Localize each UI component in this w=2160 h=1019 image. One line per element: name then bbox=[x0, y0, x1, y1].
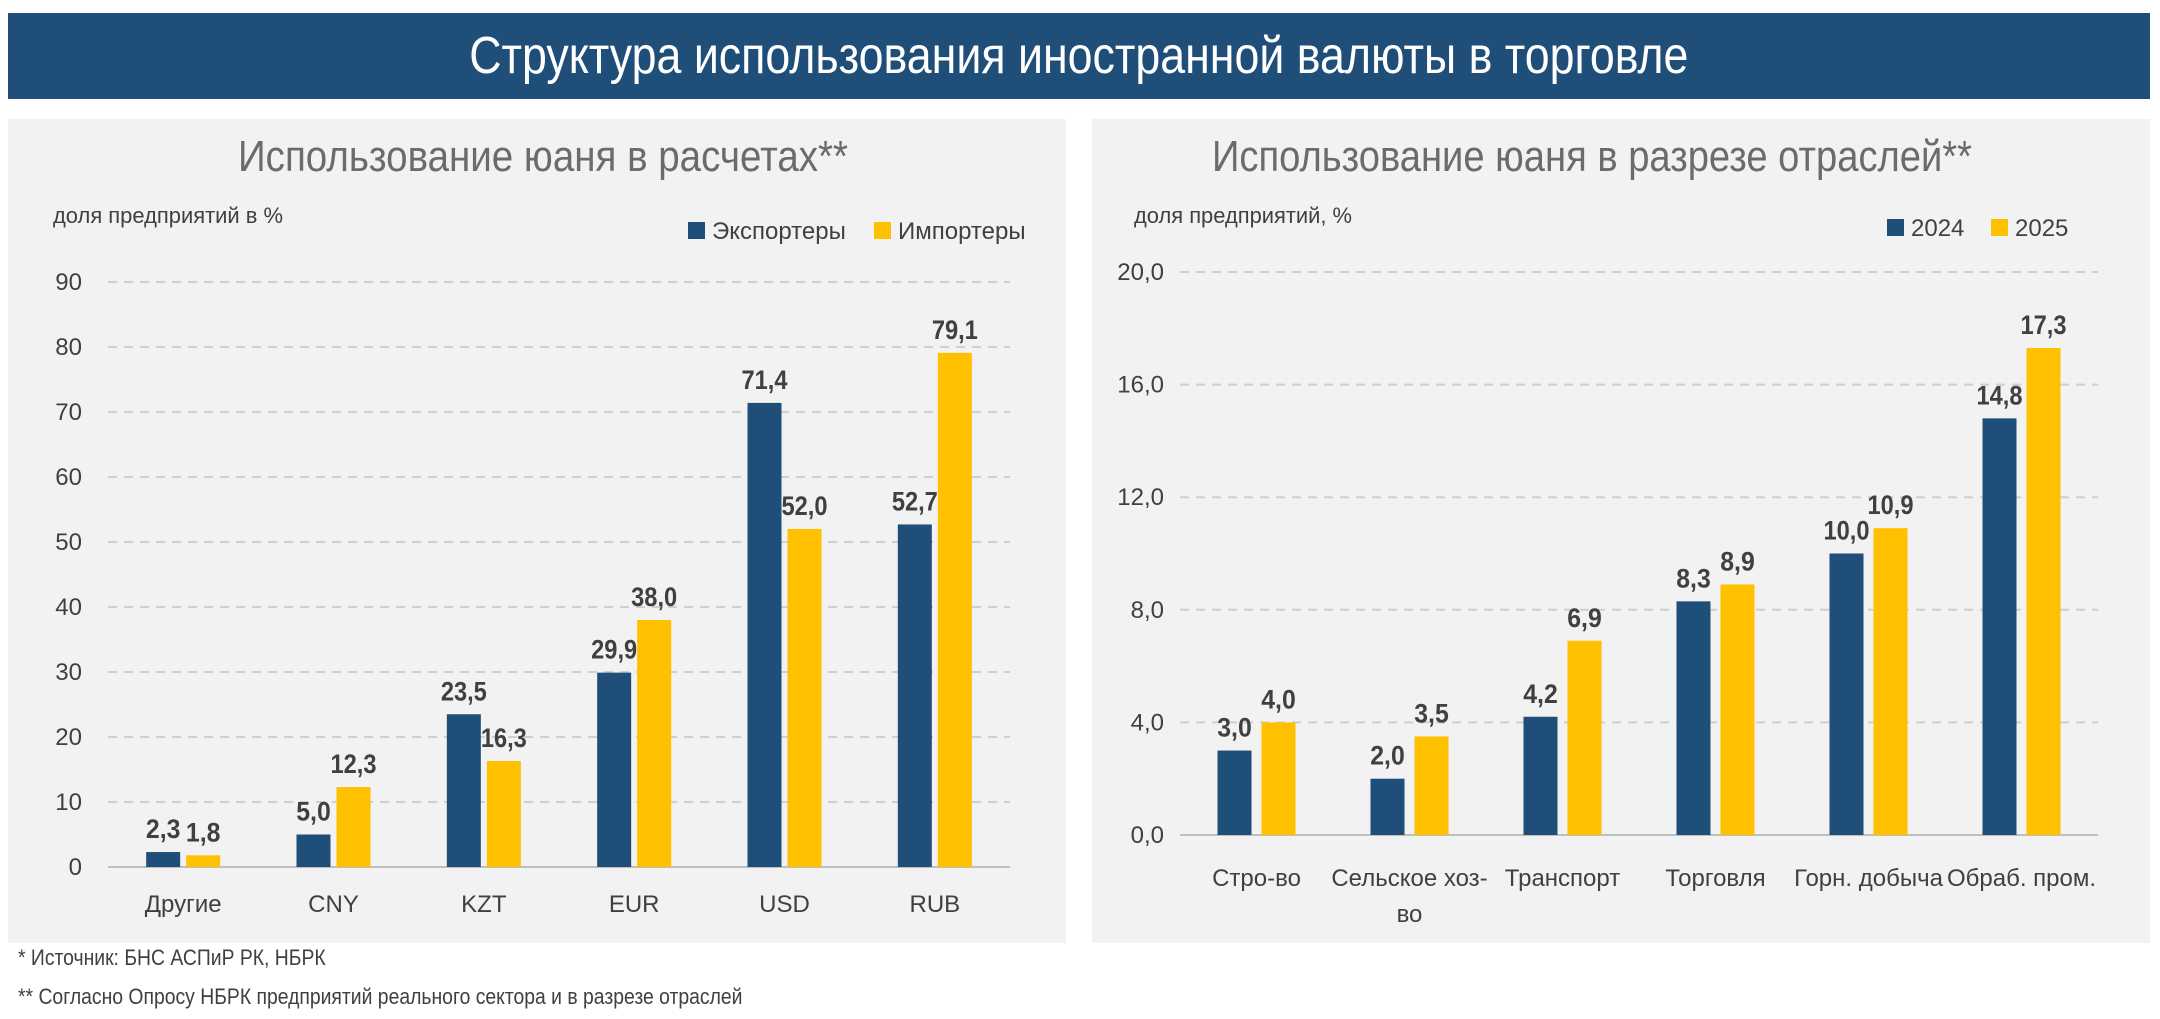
y-tick-label: 0 bbox=[69, 854, 82, 881]
bar-Торговля-2025 bbox=[1720, 584, 1755, 835]
x-tick-label: Обраб. пром. bbox=[1947, 865, 2096, 892]
bar-Транспорт-2024 bbox=[1523, 716, 1558, 835]
legend-swatch bbox=[688, 222, 705, 239]
data-label: 17,3 bbox=[2021, 310, 2067, 340]
y-tick-label: 60 bbox=[55, 464, 82, 491]
data-label: 16,3 bbox=[481, 723, 527, 753]
data-label: 3,0 bbox=[1217, 713, 1252, 743]
y-tick-label: 16,0 bbox=[1117, 372, 1164, 399]
bar-Горн. добыча-2025 bbox=[1873, 528, 1908, 835]
y-tick-label: 10 bbox=[55, 789, 82, 816]
legend-swatch bbox=[1887, 219, 1904, 236]
x-tick-label: Горн. добыча bbox=[1794, 865, 1944, 892]
y-axis-label: доля предприятий в % bbox=[53, 203, 283, 228]
data-label: 79,1 bbox=[932, 315, 978, 345]
y-tick-label: 50 bbox=[55, 529, 82, 556]
data-label: 8,9 bbox=[1720, 546, 1755, 576]
x-tick-label-line: во bbox=[1397, 901, 1423, 928]
bar-Другие-Экспортеры bbox=[146, 852, 181, 867]
footnote-survey: ** Согласно Опросу НБРК предприятий реал… bbox=[18, 984, 743, 1009]
data-label: 29,9 bbox=[591, 635, 637, 665]
x-tick-label: Другие bbox=[145, 891, 222, 918]
legend-label-1: Экспортеры bbox=[712, 218, 846, 245]
legend-label-2: Импортеры bbox=[898, 218, 1026, 245]
data-label: 12,3 bbox=[331, 749, 377, 779]
x-tick-label: Сельское хоз-во bbox=[1331, 865, 1487, 928]
data-label: 3,5 bbox=[1414, 698, 1449, 728]
chart-svg: Использование юаня в разрезе отраслей** д… bbox=[1117, 132, 2098, 928]
chart-title: Использование юаня в разрезе отраслей** bbox=[1212, 132, 1972, 181]
bar-Горн. добыча-2024 bbox=[1829, 553, 1864, 835]
bar-Обраб. пром.-2025 bbox=[2026, 348, 2061, 835]
y-tick-label: 12,0 bbox=[1117, 484, 1164, 511]
x-tick-label: RUB bbox=[909, 891, 960, 918]
x-tick-label: CNY bbox=[308, 891, 359, 918]
data-label: 10,0 bbox=[1824, 516, 1870, 546]
x-tick-label: Транспорт bbox=[1505, 865, 1620, 892]
bar-CNY-Экспортеры bbox=[296, 834, 331, 867]
y-tick-label: 70 bbox=[55, 399, 82, 426]
data-label: 2,0 bbox=[1370, 741, 1405, 771]
legend-swatch bbox=[874, 222, 891, 239]
bar-RUB-Импортеры bbox=[937, 352, 972, 868]
chart-panel-industries: Использование юаня в разрезе отраслей** д… bbox=[1092, 119, 2150, 943]
legend-swatch bbox=[1991, 219, 2008, 236]
chart-title: Использование юаня в расчетах** bbox=[238, 132, 848, 181]
data-label: 8,3 bbox=[1676, 563, 1711, 593]
data-label: 10,9 bbox=[1868, 490, 1914, 520]
data-label: 4,0 bbox=[1261, 684, 1296, 714]
chart-panel-currencies: Использование юаня в расчетах** доля пред… bbox=[8, 119, 1066, 943]
data-label: 6,9 bbox=[1567, 603, 1602, 633]
y-tick-label: 0,0 bbox=[1131, 822, 1164, 849]
chart-svg: Использование юаня в расчетах** доля пред… bbox=[53, 132, 1026, 918]
x-tick-label: Стро-во bbox=[1212, 865, 1301, 892]
data-label: 52,7 bbox=[892, 486, 938, 516]
bar-Сельское хоз-во-2024 bbox=[1370, 778, 1405, 835]
y-tick-label: 30 bbox=[55, 659, 82, 686]
x-tick-label: USD bbox=[759, 891, 810, 918]
bar-Сельское хоз-во-2025 bbox=[1414, 736, 1449, 835]
bar-KZT-Импортеры bbox=[486, 761, 521, 867]
bar-Стро-во-2025 bbox=[1261, 722, 1296, 835]
data-label: 52,0 bbox=[782, 491, 828, 521]
y-tick-label: 80 bbox=[55, 334, 82, 361]
data-label: 5,0 bbox=[296, 797, 331, 827]
legend-label-2: 2025 bbox=[2015, 215, 2068, 242]
x-tick-label: EUR bbox=[609, 891, 660, 918]
y-tick-label: 90 bbox=[55, 269, 82, 296]
bar-KZT-Экспортеры bbox=[446, 714, 481, 867]
bar-RUB-Экспортеры bbox=[897, 524, 932, 867]
page-title: Структура использования иностранной валю… bbox=[469, 27, 1689, 85]
y-tick-label: 20,0 bbox=[1117, 259, 1164, 286]
y-tick-label: 8,0 bbox=[1131, 597, 1164, 624]
title-banner: Структура использования иностранной валю… bbox=[8, 13, 2150, 99]
bar-Транспорт-2025 bbox=[1567, 640, 1602, 835]
data-label: 1,8 bbox=[186, 817, 221, 847]
bar-CNY-Импортеры bbox=[336, 787, 371, 867]
data-label: 2,3 bbox=[146, 814, 181, 844]
bar-USD-Экспортеры bbox=[747, 402, 782, 867]
data-label: 4,2 bbox=[1523, 679, 1558, 709]
bar-EUR-Экспортеры bbox=[597, 672, 632, 867]
x-tick-label: Торговля bbox=[1665, 865, 1765, 892]
y-tick-label: 4,0 bbox=[1131, 709, 1164, 736]
bar-Другие-Импортеры bbox=[186, 855, 221, 867]
data-label: 14,8 bbox=[1977, 380, 2023, 410]
bar-Торговля-2024 bbox=[1676, 601, 1711, 835]
bar-EUR-Импортеры bbox=[637, 620, 672, 867]
data-label: 38,0 bbox=[631, 582, 677, 612]
legend-label-1: 2024 bbox=[1911, 215, 1964, 242]
data-label: 71,4 bbox=[742, 365, 788, 395]
footnote-source: * Источник: БНС АСПиР РК, НБРК bbox=[18, 945, 326, 970]
bar-USD-Импортеры bbox=[787, 529, 822, 867]
y-tick-label: 20 bbox=[55, 724, 82, 751]
y-tick-label: 40 bbox=[55, 594, 82, 621]
bar-Стро-во-2024 bbox=[1217, 750, 1252, 835]
y-axis-label: доля предприятий, % bbox=[1134, 203, 1352, 228]
x-tick-label: KZT bbox=[461, 891, 507, 918]
bar-Обраб. пром.-2024 bbox=[1982, 418, 2017, 835]
x-tick-label-line: Сельское хоз- bbox=[1331, 865, 1487, 892]
data-label: 23,5 bbox=[441, 676, 487, 706]
